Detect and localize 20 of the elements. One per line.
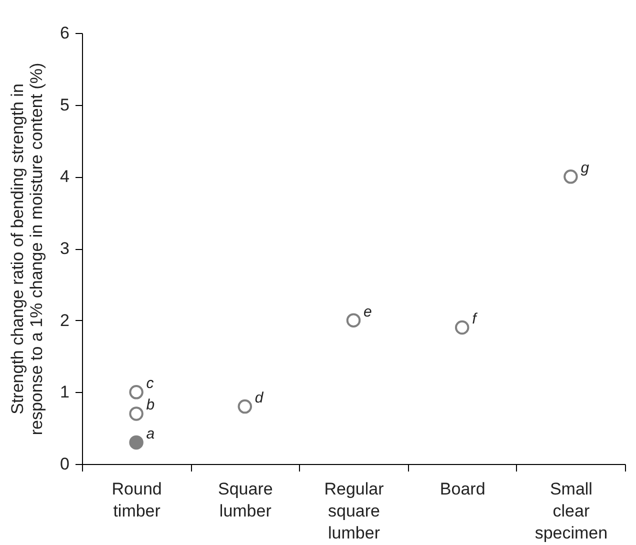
x-tick-label: Round timber xyxy=(112,480,162,520)
x-tick-label: Regular square lumber xyxy=(324,480,384,542)
annotation: g xyxy=(580,160,590,177)
y-tick-label: 6 xyxy=(60,24,70,42)
x-tick-label: Small clear specimen xyxy=(534,480,608,542)
annotation: c xyxy=(146,375,154,392)
y-tick-label: 3 xyxy=(60,239,70,258)
x-tick-label: Board xyxy=(440,480,486,498)
annotation: d xyxy=(254,390,264,407)
y-axis-title: Strength change ratio of bending strength in response to a 1% change in moisture content (%) xyxy=(8,62,46,436)
y-tick-label: 5 xyxy=(60,95,70,114)
x-tick-label: Square lumber xyxy=(218,480,273,520)
y-tick-label: 2 xyxy=(60,310,70,330)
annotation: f xyxy=(472,310,478,328)
y-tick-label: 0 xyxy=(60,454,70,474)
y-tick-label: 4 xyxy=(60,167,70,186)
annotation: e xyxy=(364,303,372,320)
annotation: a xyxy=(146,425,155,442)
annotation: b xyxy=(146,396,155,414)
y-tick-label: 1 xyxy=(60,382,70,402)
